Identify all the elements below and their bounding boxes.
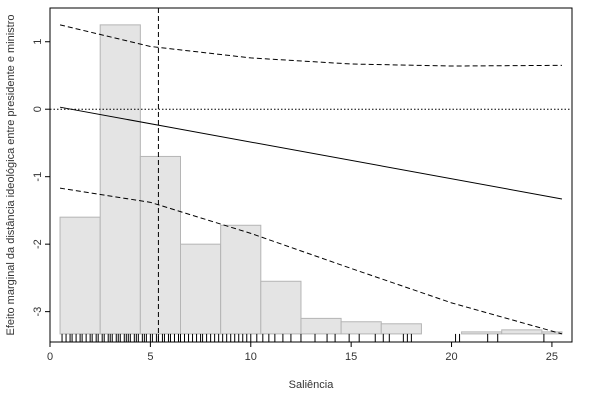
histogram-bar (59, 216, 101, 335)
y-tick-label: -1 (32, 172, 44, 182)
histogram-bar (461, 331, 503, 335)
x-tick-label: 0 (47, 351, 53, 363)
rug-plot (61, 333, 545, 342)
y-tick-label: -3 (32, 307, 44, 317)
histogram-bar (260, 280, 302, 335)
histogram (59, 24, 563, 335)
x-tick-label: 25 (546, 351, 558, 363)
histogram-bar (99, 24, 141, 335)
histogram-bar (380, 323, 422, 335)
marginal-effect-line (59, 106, 563, 200)
histogram-bar (139, 155, 182, 335)
x-tick-label: 15 (345, 351, 357, 363)
upper-confidence-bound (59, 24, 562, 67)
y-tick-label: 0 (32, 106, 44, 112)
lower-confidence-bound (59, 187, 563, 335)
histogram-bar (220, 224, 262, 335)
x-tick-label: 20 (445, 351, 457, 363)
histogram-bar (340, 321, 382, 335)
y-tick-label: -2 (32, 239, 44, 249)
x-tick-label: 5 (147, 351, 153, 363)
y-tick-label: 1 (32, 39, 44, 45)
x-tick-label: 10 (245, 351, 257, 363)
histogram-bar (180, 243, 222, 335)
histogram-bar (541, 331, 563, 335)
y-axis-label: Efeito marginal da distância ideológica … (5, 14, 17, 335)
lines (50, 8, 572, 342)
plot-frame (49, 7, 573, 343)
histogram-bar (300, 317, 342, 335)
x-axis-label: Saliência (289, 379, 335, 391)
histogram-bar (501, 329, 543, 335)
